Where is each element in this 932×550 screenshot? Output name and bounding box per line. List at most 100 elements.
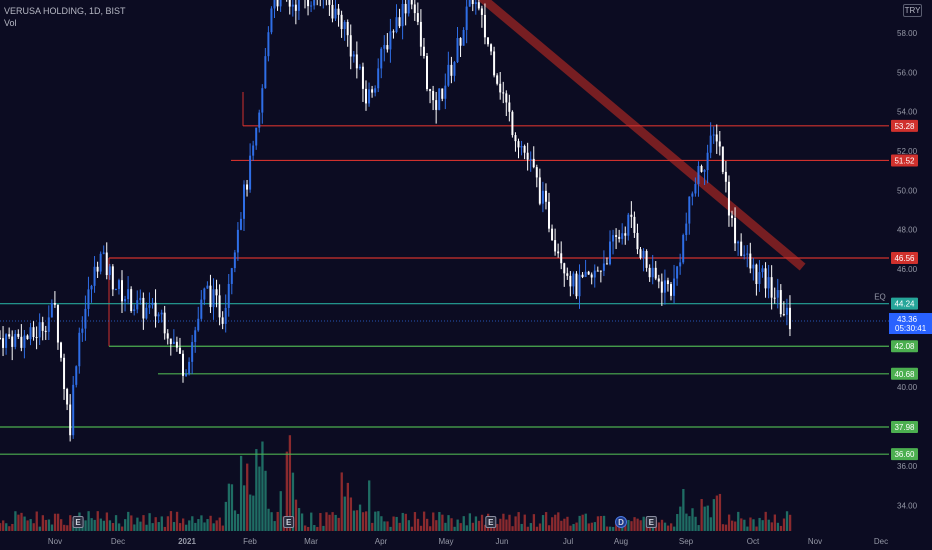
candle[interactable]: [47, 305, 50, 340]
candle[interactable]: [520, 140, 523, 156]
candle[interactable]: [441, 88, 444, 102]
price-label-resistance[interactable]: 51.52: [891, 154, 918, 167]
price-label-resistance[interactable]: 46.56: [891, 251, 918, 264]
candle[interactable]: [764, 262, 767, 298]
candle[interactable]: [700, 164, 703, 173]
candle[interactable]: [102, 245, 105, 255]
candle[interactable]: [697, 161, 700, 197]
candle[interactable]: [230, 267, 233, 295]
candle[interactable]: [157, 312, 160, 324]
candle[interactable]: [429, 88, 432, 104]
candle[interactable]: [413, 0, 416, 21]
candle[interactable]: [0, 330, 1, 340]
candle[interactable]: [526, 142, 529, 171]
candle[interactable]: [538, 168, 541, 206]
candle[interactable]: [609, 230, 611, 266]
candle[interactable]: [627, 212, 630, 241]
candle[interactable]: [66, 387, 69, 411]
candle[interactable]: [212, 278, 215, 320]
candle[interactable]: [117, 278, 120, 295]
candle[interactable]: [5, 333, 8, 355]
candle[interactable]: [294, 0, 297, 25]
candle[interactable]: [182, 350, 184, 383]
price-axis[interactable]: 58.00 56.00 54.00 52.00 50.00 48.00 46.00 40.00…: [897, 29, 918, 510]
candle[interactable]: [727, 175, 730, 227]
candle[interactable]: [596, 266, 599, 272]
candle[interactable]: [29, 322, 32, 346]
candle[interactable]: [255, 127, 258, 150]
candle[interactable]: [319, 0, 321, 7]
candle[interactable]: [194, 326, 197, 353]
symbol-title[interactable]: VERUSA HOLDING, 1D, BIST: [4, 6, 126, 16]
candle[interactable]: [432, 85, 435, 111]
candle[interactable]: [416, 2, 419, 26]
candle[interactable]: [679, 253, 682, 275]
candle[interactable]: [44, 325, 47, 340]
candle[interactable]: [581, 272, 584, 279]
candle[interactable]: [72, 376, 75, 439]
candle[interactable]: [548, 192, 550, 233]
candle[interactable]: [389, 18, 392, 63]
candle[interactable]: [761, 265, 764, 278]
candle[interactable]: [380, 47, 383, 79]
candle[interactable]: [557, 243, 560, 258]
candle[interactable]: [752, 257, 755, 281]
candle[interactable]: [453, 60, 456, 82]
candle[interactable]: [297, 0, 300, 20]
candle[interactable]: [499, 72, 502, 100]
candle[interactable]: [688, 196, 691, 235]
candle[interactable]: [160, 309, 163, 323]
earnings-marker[interactable]: E: [72, 516, 84, 528]
candle[interactable]: [32, 321, 35, 341]
candle[interactable]: [81, 316, 84, 342]
candle[interactable]: [316, 0, 318, 6]
candle[interactable]: [782, 301, 785, 317]
candle[interactable]: [322, 0, 324, 9]
candle[interactable]: [767, 264, 770, 299]
candle[interactable]: [541, 181, 544, 213]
candle[interactable]: [133, 304, 136, 316]
candle[interactable]: [233, 249, 236, 273]
candle[interactable]: [291, 0, 294, 17]
candle[interactable]: [23, 329, 26, 359]
price-label-eq[interactable]: 44.24: [891, 297, 918, 310]
candle[interactable]: [368, 82, 371, 107]
candle[interactable]: [148, 292, 151, 314]
candle[interactable]: [654, 261, 657, 281]
candle[interactable]: [69, 394, 72, 442]
candle[interactable]: [407, 0, 410, 17]
candle[interactable]: [593, 264, 596, 288]
candle[interactable]: [712, 126, 715, 144]
candle[interactable]: [270, 6, 273, 35]
candle[interactable]: [224, 294, 227, 333]
candle[interactable]: [35, 326, 38, 350]
candle[interactable]: [535, 164, 538, 188]
candle[interactable]: [178, 337, 181, 354]
earnings-marker[interactable]: E: [485, 516, 497, 528]
candle[interactable]: [517, 138, 520, 159]
candle[interactable]: [20, 324, 23, 352]
candle[interactable]: [721, 146, 724, 175]
candle[interactable]: [749, 242, 752, 274]
candle[interactable]: [480, 5, 483, 28]
candle[interactable]: [361, 62, 364, 102]
candle[interactable]: [785, 298, 788, 326]
candle[interactable]: [624, 226, 627, 245]
candle[interactable]: [191, 334, 194, 375]
candle[interactable]: [483, 3, 486, 45]
candle[interactable]: [563, 262, 566, 287]
candle[interactable]: [410, 0, 413, 10]
candle[interactable]: [203, 287, 206, 306]
candle[interactable]: [599, 270, 602, 283]
candle[interactable]: [776, 278, 779, 309]
candle[interactable]: [215, 279, 218, 308]
candle[interactable]: [392, 29, 395, 39]
candle[interactable]: [166, 329, 169, 345]
candle[interactable]: [758, 260, 761, 292]
candle[interactable]: [84, 295, 87, 341]
candle[interactable]: [337, 3, 340, 27]
candle[interactable]: [130, 286, 133, 313]
candle[interactable]: [639, 246, 642, 260]
candle[interactable]: [584, 259, 587, 278]
candle[interactable]: [221, 311, 224, 330]
